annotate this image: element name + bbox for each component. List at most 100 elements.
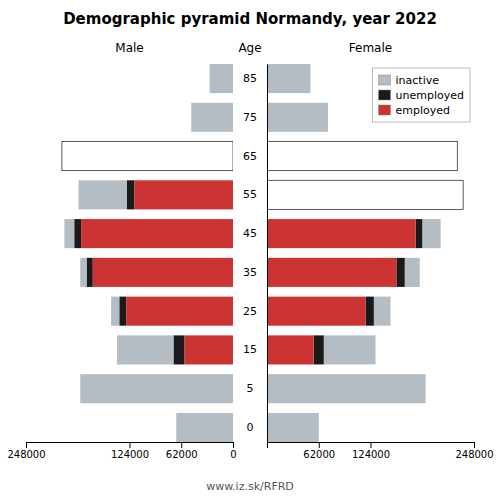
tick-label: 85 <box>243 72 257 85</box>
x-axis: 62000 124000 248000 <box>268 442 494 460</box>
bar-segment <box>62 142 233 171</box>
x-axis: 248000 124000 62000 0 <box>7 442 236 460</box>
axis-line <box>27 443 234 449</box>
tick-label: 55 <box>243 188 257 201</box>
y-tick: 75 <box>243 111 257 124</box>
tick-label: 35 <box>243 266 257 279</box>
tick-mark <box>319 442 320 448</box>
bar-segment <box>267 219 416 248</box>
tick-label: 0 <box>247 421 254 434</box>
annotation: www.iz.sk/RFRD <box>206 480 294 493</box>
bar-segment <box>233 103 234 132</box>
x-tick: 62000 <box>303 442 335 460</box>
tick-label: 248000 <box>7 449 45 460</box>
bar-segment <box>111 297 119 326</box>
legend-label: unemployed <box>396 89 464 102</box>
x-tick: 124000 <box>111 442 149 460</box>
bar-segment <box>416 219 423 248</box>
bar-segment <box>267 142 457 171</box>
bar-segment <box>267 180 463 209</box>
tick-mark <box>26 442 27 448</box>
y-tick: 0 <box>247 421 254 434</box>
bar-segment <box>127 180 135 209</box>
tick-mark <box>474 442 475 448</box>
bar-segment <box>365 297 373 326</box>
chart-svg: Demographic pyramid Normandy, year 2022 w… <box>0 0 500 500</box>
bar-segment <box>314 335 324 364</box>
bar-segment <box>174 335 185 364</box>
bar-segment <box>80 374 233 403</box>
y-tick: 25 <box>243 305 257 318</box>
legend-item: inactive <box>379 74 440 87</box>
y-tick: 15 <box>243 343 257 356</box>
tick-label: 75 <box>243 111 257 124</box>
bar-segment <box>396 258 404 287</box>
bar-segment <box>267 374 426 403</box>
tick-label: 65 <box>243 150 257 163</box>
bar-segment <box>87 258 93 287</box>
tick-label: 25 <box>243 305 257 318</box>
bar-segment <box>233 64 234 93</box>
y-axis: 0 5 15 25 35 45 55 65 75 85 <box>243 65 268 443</box>
tick-label: 124000 <box>111 449 149 460</box>
y-tick: 5 <box>247 382 254 395</box>
tick-mark <box>130 442 131 448</box>
bar-segment <box>267 297 365 326</box>
chart-title: Demographic pyramid Normandy, year 2022 <box>63 10 437 28</box>
tick-label: 62000 <box>166 449 198 460</box>
bar-segment <box>210 64 233 93</box>
bar-segment <box>233 374 234 403</box>
axis-line <box>267 65 268 443</box>
bar-segment <box>267 64 310 93</box>
legend-label: employed <box>396 104 451 117</box>
tick-label: 0 <box>230 449 236 460</box>
x-tick: 0 <box>230 442 236 460</box>
bar-segment <box>176 413 233 442</box>
bar-segment <box>405 258 420 287</box>
legend-swatch <box>379 75 391 85</box>
x-tick: 62000 <box>166 442 198 460</box>
bars <box>62 64 233 442</box>
x-tick: 248000 <box>7 442 45 460</box>
bar-segment <box>80 258 87 287</box>
bar-segment <box>374 297 391 326</box>
chart-container: Demographic pyramid Normandy, year 2022 w… <box>0 0 500 500</box>
x-axis-label: Female <box>349 41 392 55</box>
y-tick: 45 <box>243 227 257 240</box>
bar-series <box>81 180 233 364</box>
y-tick: 55 <box>243 188 257 201</box>
bar-segment <box>233 142 234 171</box>
tick-mark <box>371 442 372 448</box>
bar-segment <box>135 180 233 209</box>
tick-label: 62000 <box>303 449 335 460</box>
legend-swatch <box>379 90 391 100</box>
bar-segment <box>324 335 376 364</box>
bar-series <box>62 64 233 442</box>
legend: inactive unemployed employed <box>373 68 470 122</box>
bar-segment <box>267 258 396 287</box>
bar-segment <box>185 335 233 364</box>
y-axis-label: Age <box>238 41 261 55</box>
tick-label: 5 <box>247 382 254 395</box>
bar-segment <box>93 258 233 287</box>
legend-label: inactive <box>396 74 440 87</box>
bar-segment <box>119 297 126 326</box>
bar-segment <box>267 103 328 132</box>
legend-box <box>373 68 470 122</box>
legend-item: employed <box>379 104 451 117</box>
x-axis-label: Male <box>115 41 143 55</box>
bar-segment <box>117 335 174 364</box>
bar-segment <box>233 374 234 403</box>
tick-mark <box>181 442 182 448</box>
bar-segment <box>191 103 233 132</box>
bar-segment <box>233 142 234 171</box>
y-tick: 35 <box>243 266 257 279</box>
tick-label: 124000 <box>352 449 390 460</box>
bar-segment <box>64 219 74 248</box>
bar-segment <box>233 413 234 442</box>
x-tick: 248000 <box>455 442 493 460</box>
bar-segment <box>126 297 233 326</box>
tick-label: 45 <box>243 227 257 240</box>
bar-segment <box>81 219 233 248</box>
tick-label: 248000 <box>455 449 493 460</box>
